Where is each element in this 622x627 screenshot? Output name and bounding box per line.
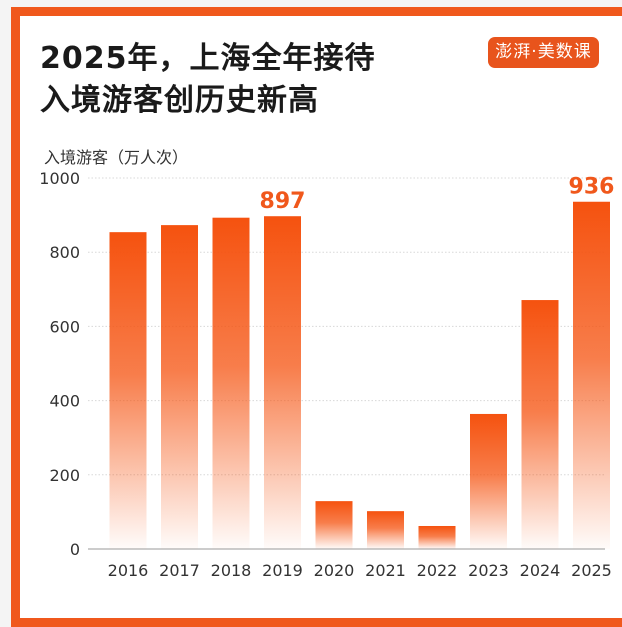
x-tick-label: 2018 (211, 561, 252, 580)
x-tick-label: 2019 (262, 561, 303, 580)
chart-title-line-2: 入境游客创历史新高 (40, 83, 319, 118)
bar-2020 (315, 501, 353, 549)
bar-2023 (470, 413, 507, 549)
x-tick-label: 2024 (520, 561, 561, 580)
bar-2024 (521, 300, 559, 549)
x-tick-label: 2021 (365, 561, 406, 580)
x-tick-label: 2017 (159, 561, 200, 580)
y-tick-label: 200 (49, 466, 80, 485)
x-tick-label: 2016 (108, 561, 149, 580)
x-tick-label: 2023 (468, 561, 509, 580)
y-tick-label: 800 (49, 243, 80, 262)
y-axis-label: 入境游客（万人次） (44, 148, 189, 167)
x-tick-label: 2022 (417, 561, 458, 580)
y-tick-label: 400 (49, 392, 80, 411)
x-tick-label: 2025 (571, 561, 612, 580)
logo: 澎湃·美数课 (488, 37, 599, 68)
bar-2021 (367, 511, 404, 549)
bar-2025 (573, 201, 610, 549)
y-tick-label: 1000 (39, 169, 80, 188)
chart-title: 2025年，上海全年接待 入境游客创历史新高 (40, 38, 376, 122)
bar-2016 (109, 232, 147, 549)
data-label-2019: 897 (260, 189, 306, 214)
bar-2019 (264, 216, 301, 549)
bar-chart: 0 200 400 600 800 1000 2016 2017 2018 2019 2020 202… (39, 169, 615, 580)
y-tick-label: 600 (49, 317, 80, 336)
x-tick-label: 2020 (314, 561, 355, 580)
data-label-2025: 936 (569, 175, 615, 200)
chart-title-line-1: 2025年，上海全年接待 (40, 41, 376, 76)
bar-2022 (418, 525, 456, 549)
bar-2017 (161, 225, 198, 549)
bar-2018 (212, 217, 250, 549)
y-tick-label: 0 (70, 540, 80, 559)
